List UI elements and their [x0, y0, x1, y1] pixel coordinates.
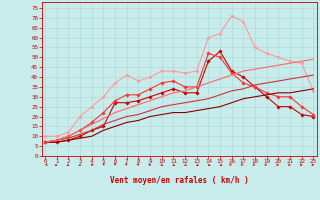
X-axis label: Vent moyen/en rafales ( km/h ): Vent moyen/en rafales ( km/h )	[110, 176, 249, 185]
